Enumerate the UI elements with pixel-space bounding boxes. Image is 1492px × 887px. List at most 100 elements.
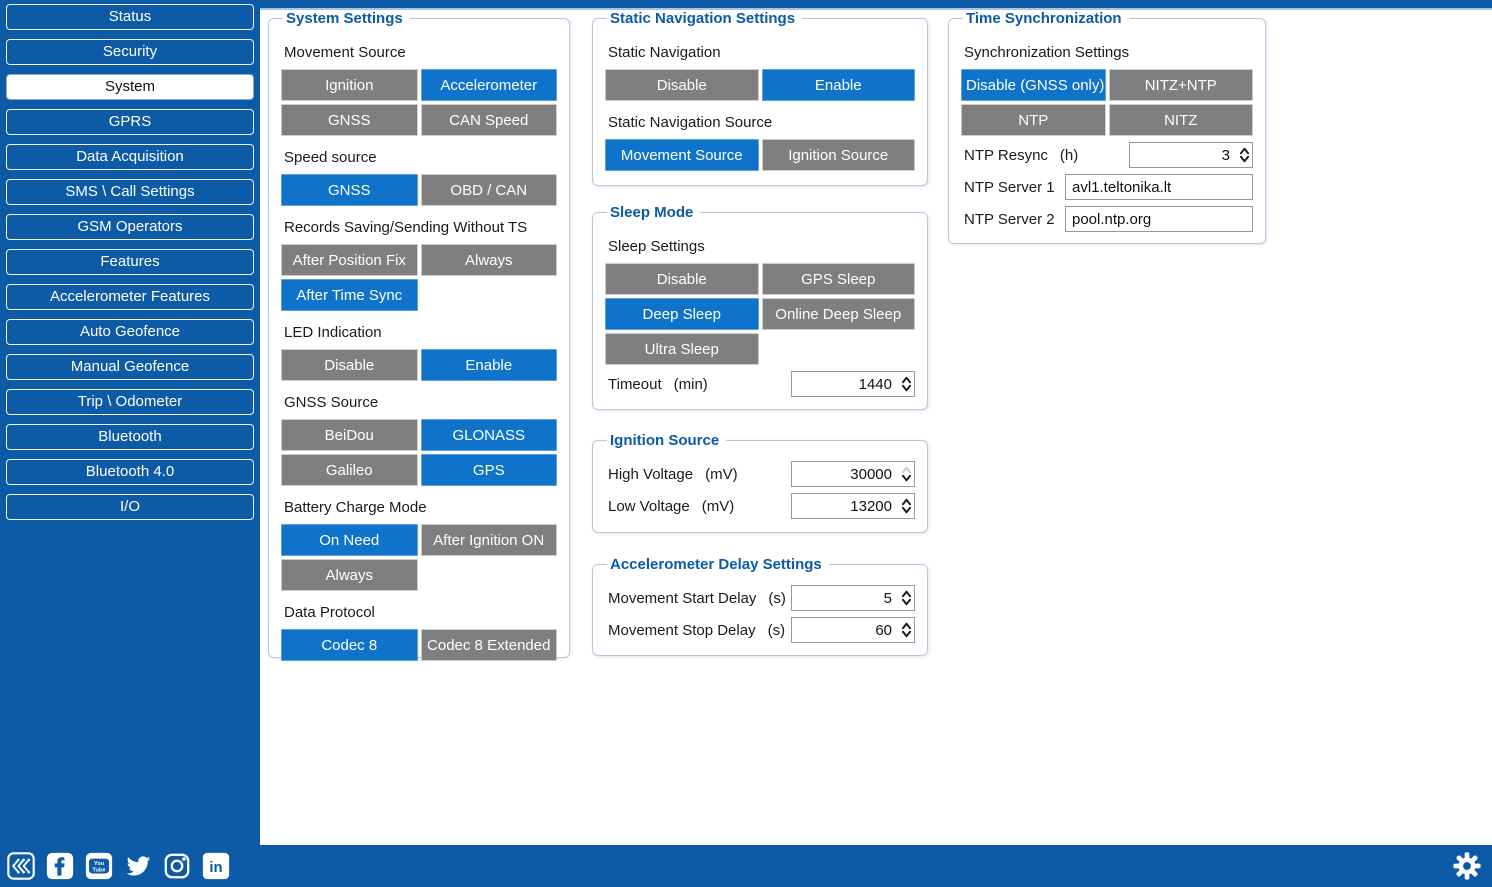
movement-stop-delay-spinner [791,617,915,643]
time-sync-ntp-button[interactable]: NTP [961,104,1106,136]
sidebar-item-status[interactable]: Status [6,4,254,30]
system-settings-gnss-button[interactable]: GNSS [281,174,418,206]
spin-down-icon[interactable] [901,598,912,606]
spin-arrows [901,618,912,642]
ntp-server-2-input[interactable] [1065,206,1253,232]
timeout-spinner [791,371,915,397]
spin-down-icon[interactable] [901,384,912,392]
collapse-panel-icon[interactable] [7,852,35,880]
toggle-button-group: Disable Enable [605,69,915,101]
field-label: NTP Server 2 [964,210,1055,228]
time-sync-nitz-ntp-button[interactable]: NITZ+NTP [1108,69,1253,101]
panel-title: System Settings [286,10,403,27]
static-navigation-disable-button[interactable]: Disable [605,69,759,101]
sidebar-item-bluetooth[interactable]: Bluetooth [6,424,254,450]
sidebar-item-features[interactable]: Features [6,249,254,275]
twitter-icon[interactable] [124,852,152,880]
sidebar-item-security[interactable]: Security [6,39,254,65]
field-unit: (h) [1059,146,1079,164]
settings-group-label: Static Navigation [608,44,721,61]
spin-up-icon[interactable] [1239,147,1250,155]
panel-system-settings: System Settings Movement Source Ignition Ac… [268,10,570,661]
field-row: High Voltage (mV) [605,461,915,487]
panel-time-synchronization: Time Synchronization Synchronization Sett… [948,10,1266,244]
time-sync-nitz-button[interactable]: NITZ [1108,104,1253,136]
sleep-mode-deep-sleep-button[interactable]: Deep Sleep [605,298,759,330]
sidebar-item-bluetooth-4-0[interactable]: Bluetooth 4.0 [6,459,254,485]
system-settings-beidou-button[interactable]: BeiDou [281,419,418,451]
toggle-button-group: On Need After Ignition ON Always [281,524,557,591]
sleep-mode-ultra-sleep-button[interactable]: Ultra Sleep [605,333,759,365]
spin-up-icon[interactable] [901,498,912,506]
sleep-mode-disable-button[interactable]: Disable [605,263,759,295]
spin-down-icon[interactable] [901,630,912,638]
sidebar-item-sms-call-settings[interactable]: SMS \ Call Settings [6,179,254,205]
static-navigation-movement-source-button[interactable]: Movement Source [605,139,759,171]
sidebar-item-trip-odometer[interactable]: Trip \ Odometer [6,389,254,415]
system-settings-can-speed-button[interactable]: CAN Speed [420,104,557,136]
movement-stop-delay-input[interactable] [792,618,914,642]
spin-down-icon[interactable] [1239,155,1250,163]
sidebar-item-manual-geofence[interactable]: Manual Geofence [6,354,254,380]
system-settings-ignition-button[interactable]: Ignition [281,69,418,101]
toggle-button-group: BeiDou GLONASS Galileo GPS [281,419,557,486]
spin-arrows [901,372,912,396]
settings-group-label: Battery Charge Mode [284,499,427,516]
static-navigation-ignition-source-button[interactable]: Ignition Source [761,139,915,171]
youtube-icon[interactable]: You Tube [85,852,113,880]
sidebar-item-i-o[interactable]: I/O [6,494,254,520]
panel-sleep-mode: Sleep Mode Sleep Settings Disable GPS Sleep… [592,204,928,410]
panel-title: Static Navigation Settings [610,10,796,27]
sidebar-item-accelerometer-features[interactable]: Accelerometer Features [6,284,254,310]
time-sync-disable-gnss-only-button[interactable]: Disable (GNSS only) [961,69,1106,101]
panel-static-navigation-settings: Static Navigation Settings Static Navigat… [592,10,928,186]
sidebar-item-system[interactable]: System [6,74,254,100]
spin-down-icon[interactable] [901,474,912,482]
spin-up-icon[interactable] [901,466,912,474]
static-navigation-enable-button[interactable]: Enable [761,69,915,101]
footer-bar: You Tube in [0,845,1492,887]
sidebar-item-auto-geofence[interactable]: Auto Geofence [6,319,254,345]
settings-gear-icon[interactable] [1452,851,1482,881]
system-settings-on-need-button[interactable]: On Need [281,524,418,556]
system-settings-after-ignition-on-button[interactable]: After Ignition ON [420,524,557,556]
system-settings-disable-button[interactable]: Disable [281,349,418,381]
sidebar-item-gsm-operators[interactable]: GSM Operators [6,214,254,240]
system-settings-glonass-button[interactable]: GLONASS [420,419,557,451]
spin-up-icon[interactable] [901,590,912,598]
system-settings-after-position-fix-button[interactable]: After Position Fix [281,244,418,276]
timeout-input[interactable] [792,372,914,396]
spin-up-icon[interactable] [901,376,912,384]
high-voltage-input[interactable] [792,462,914,486]
system-settings-codec-8-button[interactable]: Codec 8 [281,629,418,661]
linkedin-icon[interactable]: in [202,852,230,880]
spin-up-icon[interactable] [901,622,912,630]
low-voltage-input[interactable] [792,494,914,518]
sleep-mode-gps-sleep-button[interactable]: GPS Sleep [761,263,915,295]
system-settings-obd-can-button[interactable]: OBD / CAN [420,174,557,206]
system-settings-galileo-button[interactable]: Galileo [281,454,418,486]
system-settings-accelerometer-button[interactable]: Accelerometer [420,69,557,101]
system-settings-always-button[interactable]: Always [281,559,418,591]
sidebar-item-gprs[interactable]: GPRS [6,109,254,135]
sidebar-item-data-acquisition[interactable]: Data Acquisition [6,144,254,170]
facebook-icon[interactable] [46,852,74,880]
system-settings-codec-8-extended-button[interactable]: Codec 8 Extended [420,629,557,661]
instagram-icon[interactable] [163,852,191,880]
movement-start-delay-input[interactable] [792,586,914,610]
panel-accelerometer-delay-settings: Accelerometer Delay Settings Movement Sta… [592,556,928,656]
spin-down-icon[interactable] [901,506,912,514]
field-label: NTP Server 1 [964,178,1055,196]
system-settings-gnss-button[interactable]: GNSS [281,104,418,136]
field-unit: (s) [767,621,786,639]
system-settings-after-time-sync-button[interactable]: After Time Sync [281,279,418,311]
system-settings-gps-button[interactable]: GPS [420,454,557,486]
system-settings-enable-button[interactable]: Enable [420,349,557,381]
ntp-resync-input[interactable] [1130,143,1252,167]
sleep-mode-online-deep-sleep-button[interactable]: Online Deep Sleep [761,298,915,330]
system-settings-always-button[interactable]: Always [420,244,557,276]
field-label: Movement Stop Delay [608,621,756,639]
ntp-server-1-input[interactable] [1065,174,1253,200]
field-label: Movement Start Delay [608,589,757,607]
field-label: Timeout [608,375,662,393]
